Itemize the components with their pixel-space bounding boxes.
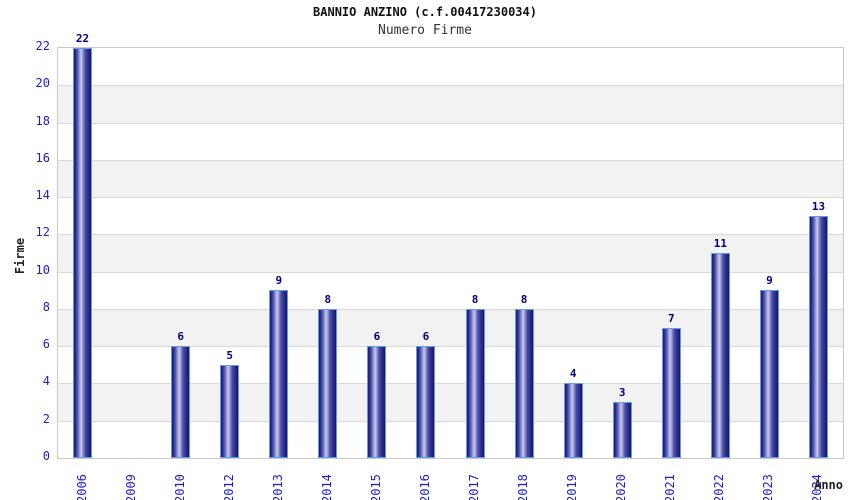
y-tick-label: 8	[42, 299, 50, 314]
chart-title: BANNIO ANZINO (c.f.00417230034)	[313, 5, 537, 19]
y-tick-label: 12	[35, 225, 50, 240]
bar	[661, 327, 681, 458]
bar	[563, 383, 583, 458]
bar	[220, 364, 240, 458]
x-tick-label: 2012	[221, 474, 236, 500]
gridline	[58, 383, 843, 385]
gridline	[58, 234, 843, 236]
x-axis-title: Anno	[814, 478, 843, 492]
bar-value-label: 8	[471, 292, 479, 306]
bar	[318, 308, 338, 458]
y-tick-label: 22	[35, 39, 50, 53]
x-tick-label: 2015	[368, 474, 383, 500]
gridline	[58, 271, 843, 273]
bar-value-label: 6	[177, 330, 184, 344]
x-tick-label: 2016	[417, 474, 432, 500]
x-tick-label: 2021	[663, 474, 678, 500]
bar-value-label: 8	[520, 292, 528, 306]
bar-value-label: 9	[766, 274, 773, 288]
plot-band	[58, 122, 843, 160]
plot-area: 22 6 5 9 8 6 6 8 8 4 3 7 11 9 13	[57, 32, 844, 459]
x-tick-label: 2009	[123, 474, 138, 500]
bar-value-label: 13	[811, 199, 826, 213]
gridline	[58, 159, 843, 161]
bar-value-label: 5	[226, 348, 234, 362]
y-tick-label: 6	[42, 337, 50, 352]
bar-value-label: 6	[422, 330, 430, 344]
x-tick-label: 2014	[319, 474, 334, 500]
y-tick-label: 2	[42, 411, 50, 426]
plot-band	[58, 159, 843, 198]
x-tick-label: 2018	[516, 474, 531, 500]
x-tick-label: 2017	[467, 474, 482, 500]
y-tick-label: 4	[42, 374, 50, 389]
bar	[710, 253, 730, 458]
bar	[73, 48, 93, 458]
bar	[269, 290, 289, 458]
x-tick-label: 2013	[270, 474, 285, 500]
bar	[612, 402, 632, 458]
bar-value-label: 4	[569, 367, 577, 381]
gridline	[58, 346, 843, 348]
x-tick-label: 2022	[712, 474, 727, 500]
bar	[514, 308, 534, 458]
x-tick-label: 2019	[565, 474, 580, 500]
gridline	[58, 308, 843, 310]
x-tick-label: 2006	[74, 474, 89, 500]
plot-band	[58, 197, 843, 235]
x-tick-label: 2010	[172, 474, 187, 500]
y-tick-label: 20	[35, 76, 50, 91]
plot-band	[58, 48, 843, 86]
bar-value-label: 7	[667, 311, 675, 325]
y-tick-label: 18	[35, 113, 50, 128]
x-tick-label: 2023	[761, 474, 776, 500]
bar-value-label: 3	[618, 386, 626, 400]
plot-band	[58, 85, 843, 123]
bar	[416, 346, 436, 458]
gridline	[58, 197, 843, 199]
gridline	[58, 122, 843, 124]
bar-value-label: 11	[713, 237, 727, 250]
chart-subtitle: Numero Firme	[378, 23, 472, 38]
x-tick-label: 2020	[614, 474, 629, 500]
bar-value-label: 8	[324, 292, 332, 306]
bar-value-label: 9	[275, 274, 283, 288]
y-tick-label: 14	[35, 188, 50, 203]
bar	[171, 346, 191, 458]
gridline	[58, 85, 843, 87]
bar-value-label: 22	[75, 32, 90, 45]
bar	[465, 308, 485, 458]
y-tick-label: 16	[35, 150, 50, 165]
bar	[367, 346, 387, 458]
gridline	[58, 420, 843, 422]
bar	[759, 290, 779, 458]
y-tick-label: 10	[35, 262, 50, 277]
bar-value-label: 6	[373, 330, 381, 344]
y-tick-label: 0	[42, 449, 50, 463]
bar	[808, 215, 828, 458]
